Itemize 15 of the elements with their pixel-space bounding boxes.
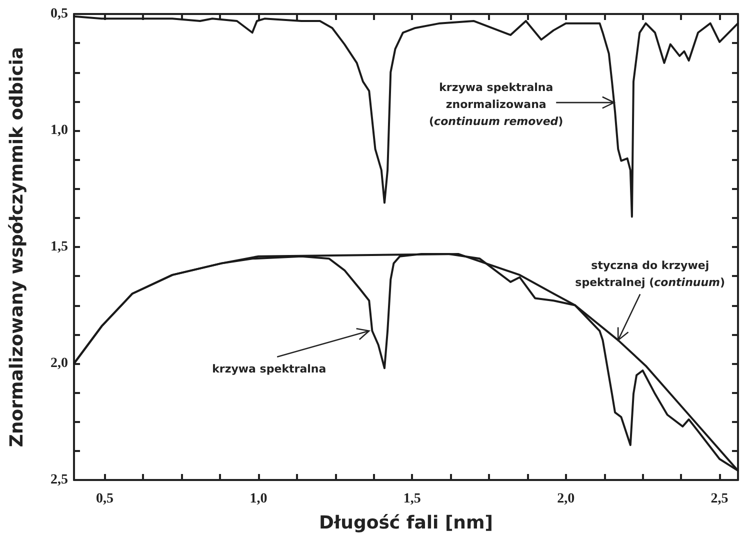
y-tick-label: 1,5: [50, 240, 68, 254]
y-axis-title: Znormalizowany współczymmik odbicia: [6, 46, 28, 448]
x-tick-label: 1,0: [250, 492, 268, 506]
x-tick-label: 0,5: [96, 492, 114, 506]
x-axis-title: Długość fali [nm]: [319, 512, 493, 534]
x-tick-label: 2,5: [710, 492, 728, 506]
annotation: krzywa spektralna znormalizowana (continuum removed): [429, 81, 564, 128]
x-tick-label: 1,5: [403, 492, 421, 506]
y-tick-label: 0,5: [50, 6, 68, 22]
annotation: krzywa spektralna: [212, 362, 326, 376]
y-tick-label: 2,5: [50, 472, 68, 488]
y-tick-label: 2,0: [50, 356, 68, 371]
y-tick-label: 1,0: [50, 123, 68, 138]
x-tick-label: 2,0: [557, 492, 575, 506]
annotation: styczna do krzywej spektralnej (continuum): [575, 259, 726, 290]
